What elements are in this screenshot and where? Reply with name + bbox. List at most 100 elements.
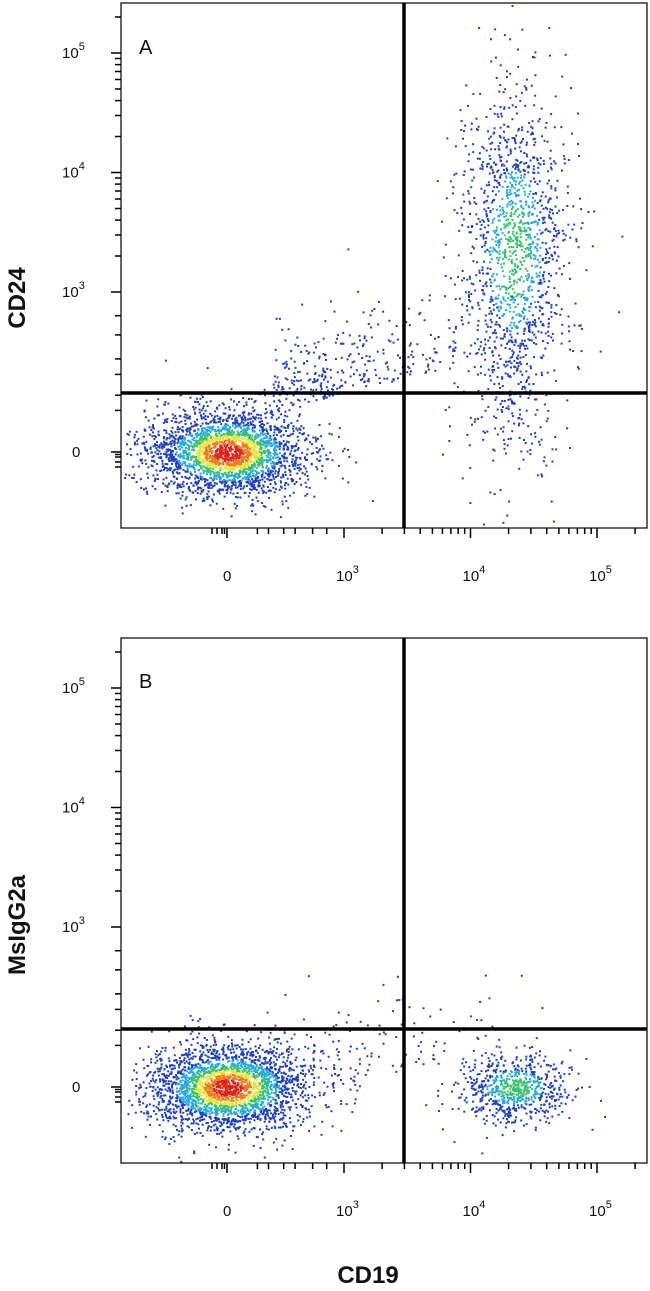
event-dot: [228, 433, 231, 436]
event-dot: [225, 424, 227, 427]
event-dot: [524, 229, 527, 231]
event-dot: [499, 209, 502, 212]
event-dot: [511, 401, 514, 403]
event-dot: [274, 472, 277, 475]
event-dot: [245, 468, 248, 471]
event-dot: [310, 452, 313, 455]
event-dot: [476, 157, 479, 160]
event-dot: [282, 476, 285, 478]
event-dot: [562, 143, 565, 146]
event-dot: [194, 482, 197, 485]
event-dot: [182, 449, 185, 452]
event-dot: [542, 159, 545, 162]
event-dot: [199, 443, 202, 446]
event-dot: [240, 418, 243, 421]
event-dot: [184, 1084, 187, 1087]
event-dot: [298, 370, 301, 373]
event-dot: [527, 321, 530, 324]
event-dot: [292, 425, 295, 428]
event-dot: [235, 445, 238, 448]
event-dot: [295, 379, 298, 382]
event-dot: [257, 1092, 260, 1094]
event-dot: [160, 445, 163, 448]
event-dot: [236, 1071, 239, 1074]
event-dot: [215, 433, 218, 436]
event-dot: [499, 64, 502, 67]
event-dot: [245, 1094, 248, 1097]
event-dot: [293, 467, 296, 470]
event-dot: [206, 1055, 209, 1058]
event-dot: [261, 489, 264, 492]
event-dot: [491, 290, 494, 292]
event-dot: [156, 449, 159, 452]
event-dot: [321, 464, 324, 467]
event-dot: [532, 383, 535, 385]
event-dot: [232, 455, 235, 457]
event-dot: [225, 418, 228, 421]
event-dot: [310, 1105, 313, 1108]
event-dot: [528, 328, 531, 331]
event-dot: [247, 398, 250, 400]
event-dot: [536, 159, 539, 162]
event-dot: [221, 457, 224, 460]
event-dot: [196, 453, 199, 456]
event-dot: [467, 291, 470, 294]
event-dot: [509, 189, 512, 191]
event-dot: [537, 162, 540, 165]
event-dot: [528, 383, 531, 386]
event-dot: [169, 1095, 171, 1098]
event-dot: [225, 489, 228, 491]
event-dot: [237, 423, 240, 426]
event-dot: [496, 306, 499, 309]
event-dot: [498, 253, 501, 255]
event-dot: [542, 324, 545, 327]
event-dot: [490, 60, 493, 63]
event-dot: [238, 425, 241, 427]
event-dot: [537, 171, 540, 174]
event-dot: [253, 401, 256, 404]
event-dot: [483, 244, 486, 247]
event-dot: [357, 290, 360, 293]
event-dot: [256, 442, 259, 444]
event-dot: [524, 201, 527, 204]
event-dot: [247, 463, 250, 466]
event-dot: [491, 141, 494, 144]
event-dot: [276, 376, 279, 379]
event-dot: [257, 1037, 260, 1040]
event-dot: [166, 463, 169, 466]
event-dot: [260, 426, 263, 429]
event-dot: [246, 1052, 249, 1054]
event-dot: [205, 444, 208, 447]
event-dot: [247, 413, 250, 416]
event-dot: [496, 376, 499, 379]
event-dot: [534, 257, 537, 260]
event-dot: [508, 193, 511, 196]
event-dot: [221, 438, 224, 441]
event-dot: [492, 308, 495, 311]
event-dot: [566, 427, 569, 430]
event-dot: [223, 440, 226, 443]
event-dot: [553, 126, 556, 129]
event-dot: [151, 485, 154, 488]
event-dot: [240, 461, 243, 464]
event-dot: [539, 282, 542, 285]
event-dot: [455, 172, 458, 175]
event-dot: [197, 469, 200, 472]
event-dot: [178, 421, 181, 424]
event-dot: [551, 255, 554, 257]
event-dot: [548, 216, 551, 219]
event-dot: [204, 418, 207, 421]
event-dot: [206, 434, 209, 437]
event-dot: [278, 448, 281, 451]
event-dot: [236, 430, 239, 433]
event-dot: [292, 465, 295, 468]
event-dot: [237, 476, 239, 479]
event-dot: [239, 471, 241, 474]
event-dot: [527, 171, 530, 174]
event-dot: [243, 405, 245, 408]
event-dot: [208, 1026, 211, 1029]
event-dot: [528, 235, 531, 238]
event-dot: [279, 462, 282, 465]
y-tick-label: 105: [62, 41, 85, 62]
event-dot: [216, 460, 219, 462]
